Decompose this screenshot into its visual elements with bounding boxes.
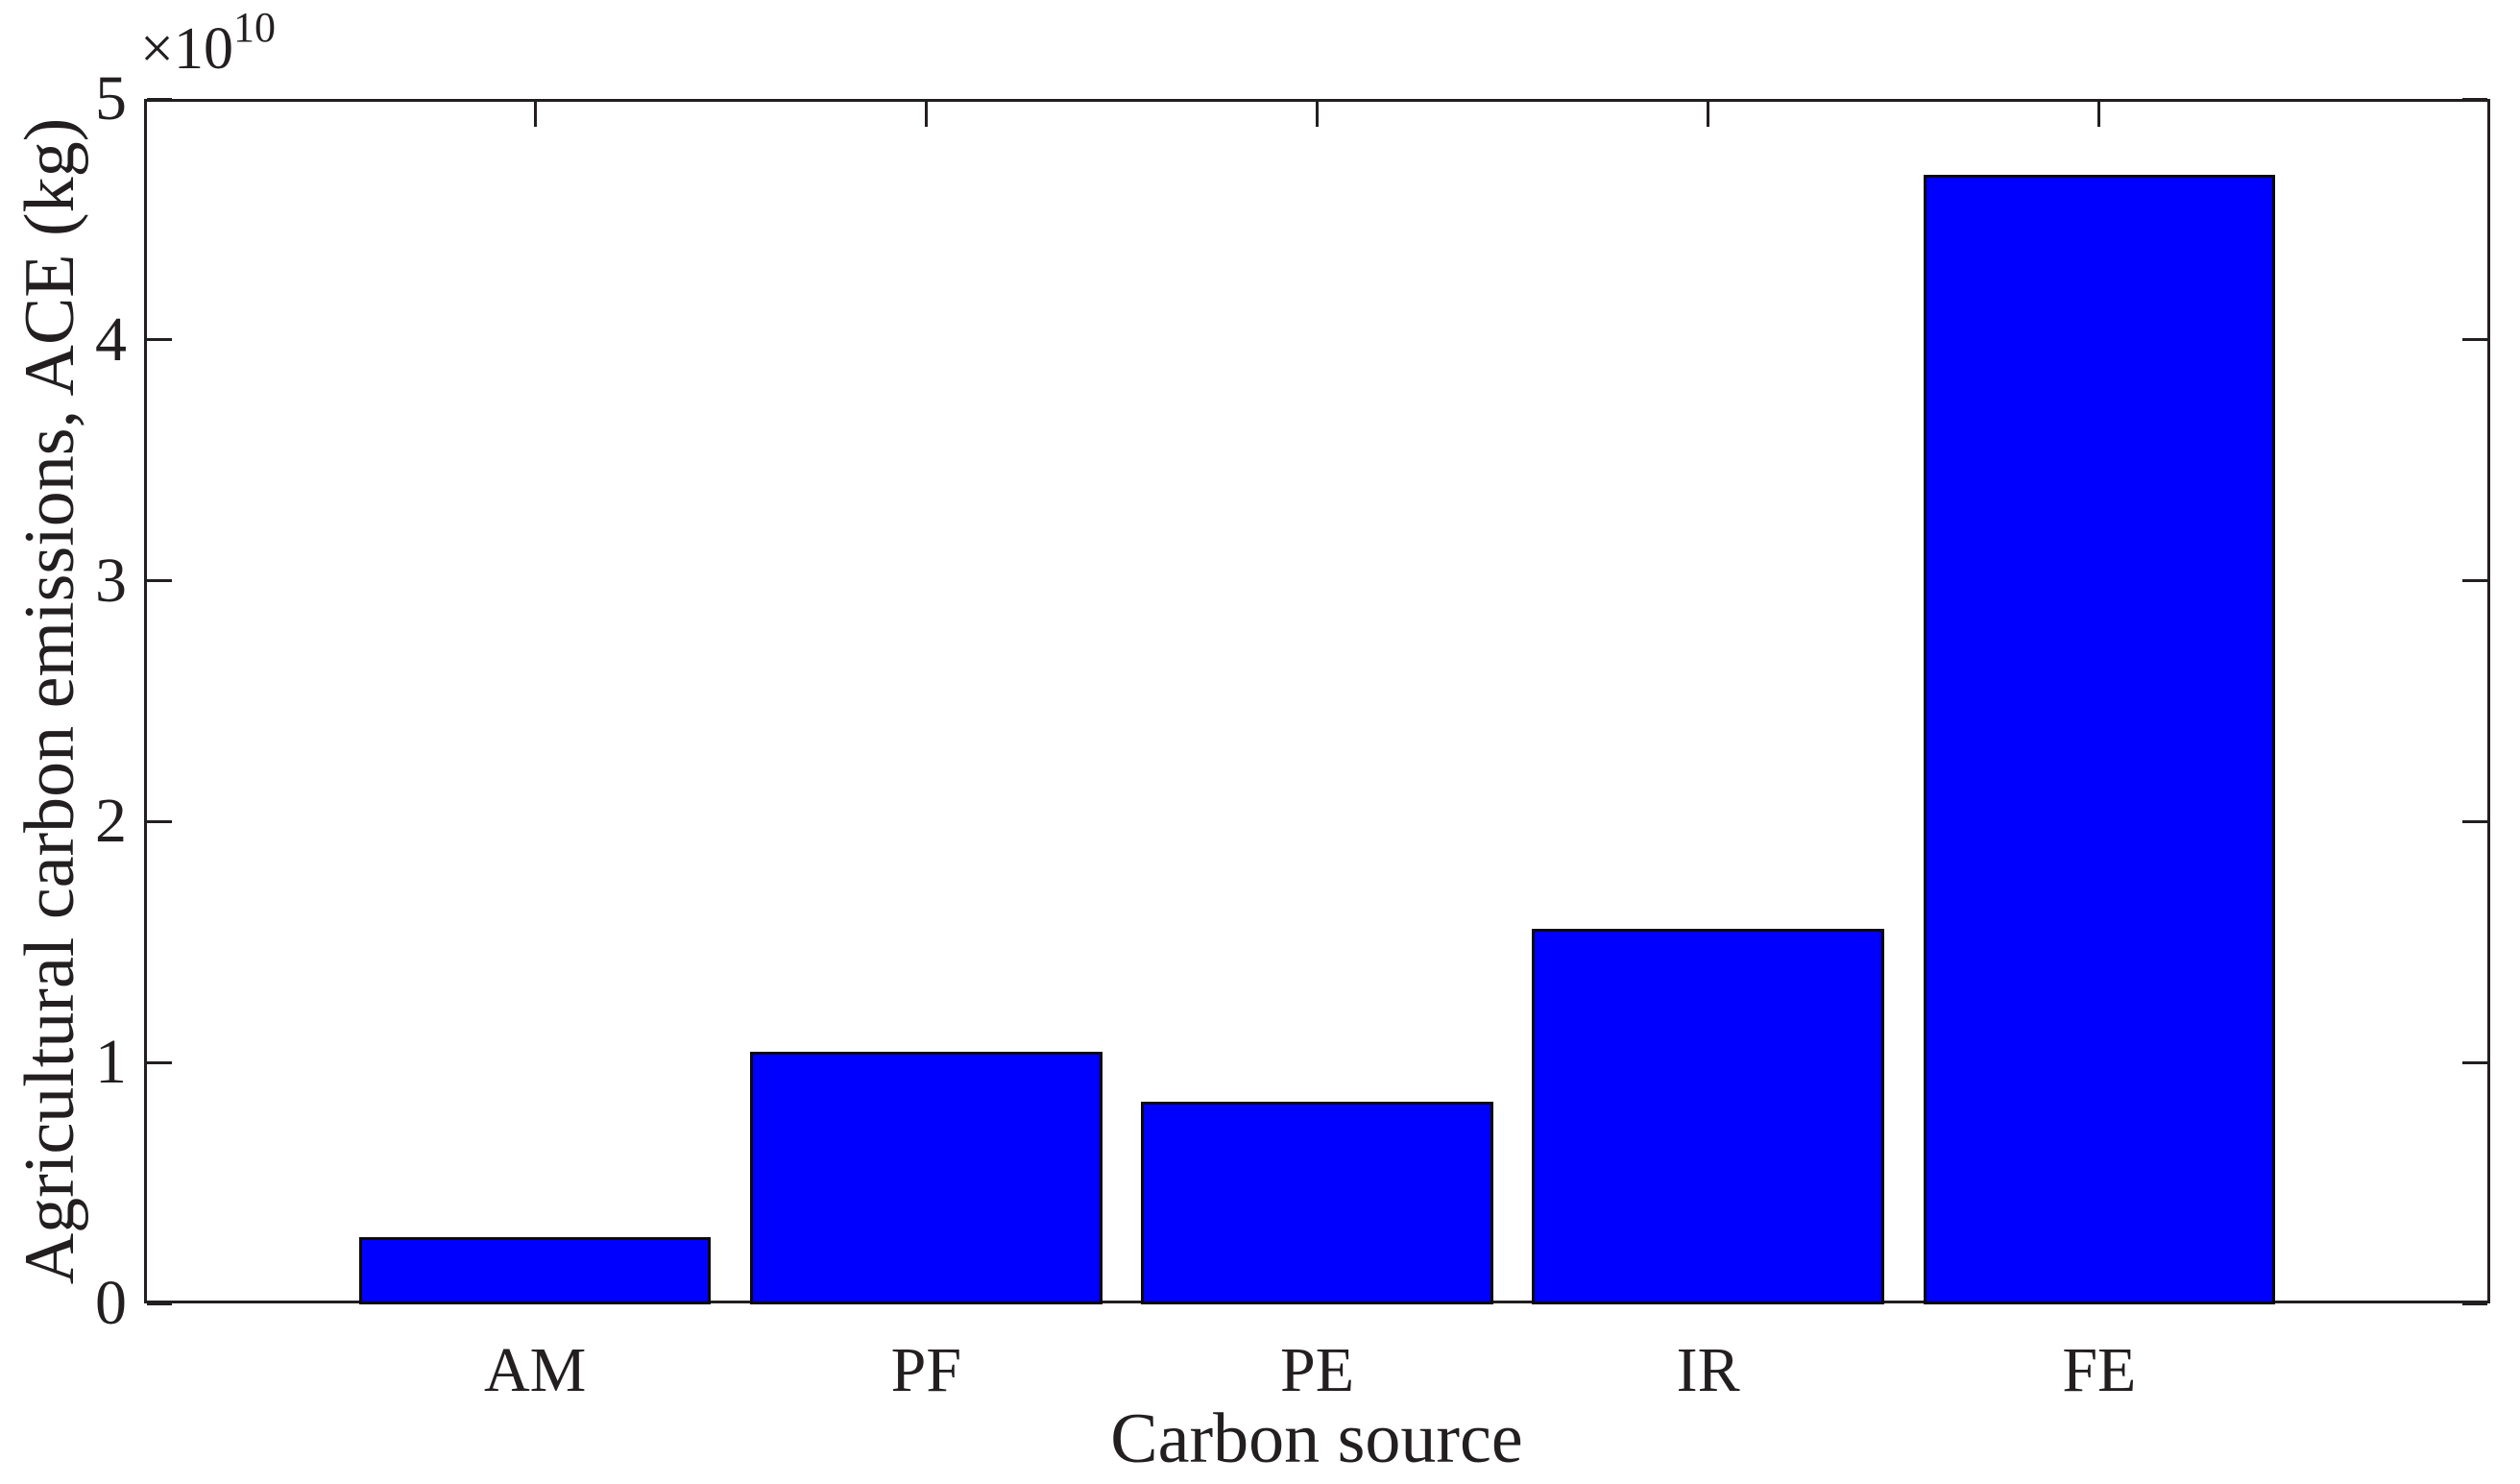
x-tick-label-pe: PE [1279, 1335, 1355, 1405]
y-tick-label-3: 3 [95, 545, 127, 616]
y-axis-tick-left [147, 579, 172, 583]
y-axis-tick-left [147, 1060, 172, 1064]
x-tick-label-am: AM [483, 1335, 587, 1405]
y-axis-tick-right [2462, 1302, 2487, 1305]
y-axis-tick-right [2462, 1060, 2487, 1064]
x-tick-label-ir: IR [1676, 1335, 1740, 1405]
bar-pe [1141, 1102, 1493, 1305]
y-axis-tick-right [2462, 97, 2487, 101]
y-axis-tick-left [147, 97, 172, 101]
y-axis-tick-right [2462, 579, 2487, 583]
x-tick-label-fe: FE [2062, 1335, 2137, 1405]
y-axis-exponent-label: ×1010 [140, 7, 276, 83]
exponent-base-text: ×10 [140, 16, 233, 82]
bar-ir [1532, 928, 1884, 1305]
bar-am [358, 1236, 712, 1305]
bar-fe [1923, 174, 2276, 1305]
y-tick-label-5: 5 [95, 63, 127, 134]
y-axis-tick-right [2462, 819, 2487, 823]
x-axis-tick-top [1316, 102, 1319, 127]
y-axis-tick-left [147, 819, 172, 823]
x-tick-label-pf: PF [890, 1335, 962, 1405]
x-axis-tick-top [2097, 102, 2101, 127]
x-axis-tick-top [924, 102, 928, 127]
y-tick-label-2: 2 [95, 786, 127, 857]
y-axis-tick-right [2462, 338, 2487, 342]
y-tick-label-0: 0 [95, 1268, 127, 1338]
y-axis-tick-left [147, 338, 172, 342]
x-axis-tick-top [533, 102, 537, 127]
bar-pf [750, 1051, 1102, 1305]
x-axis-tick-top [1707, 102, 1710, 127]
y-tick-label-1: 1 [95, 1027, 127, 1098]
y-tick-label-4: 4 [95, 304, 127, 375]
exponent-power-text: 10 [232, 4, 276, 51]
y-axis-tick-left [147, 1302, 172, 1305]
x-axis-label: Carbon source [1110, 1399, 1523, 1478]
y-axis-label: Agricultural carbon emissions, ACE (kg) [11, 117, 89, 1285]
